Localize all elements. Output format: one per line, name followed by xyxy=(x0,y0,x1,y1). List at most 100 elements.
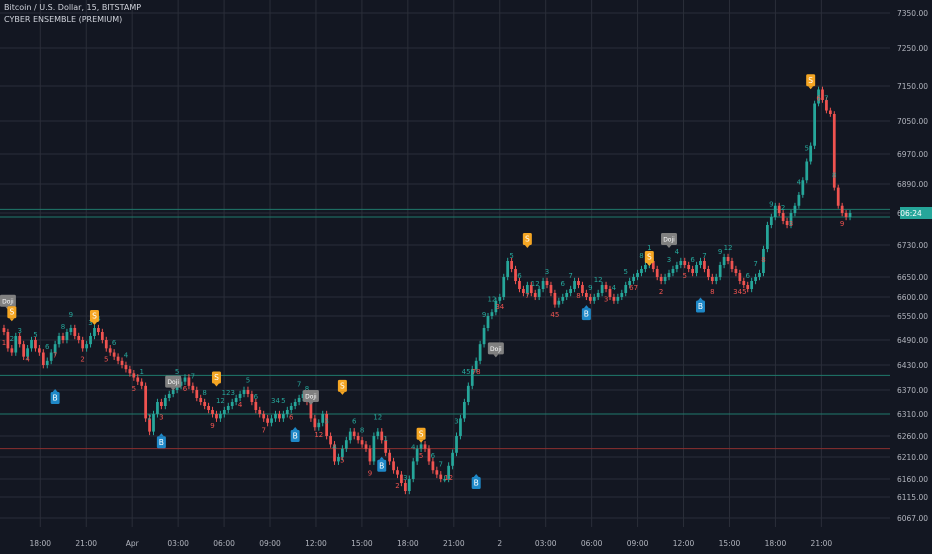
sell-marker[interactable]: S xyxy=(337,379,347,395)
candle xyxy=(144,385,148,419)
candle xyxy=(242,390,246,394)
sell-marker[interactable]: S xyxy=(89,310,99,325)
candle xyxy=(356,436,360,441)
candle xyxy=(459,418,462,436)
candle xyxy=(77,336,81,340)
price-tick-label: 7050.00 xyxy=(897,117,928,126)
count-label: 4 xyxy=(797,179,802,187)
count-label: 4 xyxy=(675,248,680,256)
sell-marker[interactable]: S xyxy=(7,306,17,322)
buy-marker[interactable]: B xyxy=(290,427,300,442)
buy-marker[interactable]: B xyxy=(50,389,60,404)
candles xyxy=(2,86,852,495)
indicator-label[interactable]: CYBER ENSEMBLE (PREMIUM) xyxy=(4,15,123,24)
sell-marker[interactable]: S xyxy=(416,427,426,443)
candle xyxy=(836,187,840,206)
candle xyxy=(270,418,273,423)
sell-marker[interactable]: S xyxy=(806,74,816,90)
doji-marker[interactable]: Doji xyxy=(165,375,182,391)
time-axis[interactable]: 18:00 21:00 Apr 03:00 06:00 09:00 12:00 15:00 18… xyxy=(0,527,890,550)
sell-marker-pointer xyxy=(213,383,219,387)
candle xyxy=(352,431,356,436)
candle xyxy=(136,377,140,382)
buy-marker-box xyxy=(156,436,166,449)
candle xyxy=(522,289,525,293)
candle xyxy=(100,332,104,340)
candle xyxy=(679,261,683,265)
doji-marker-box xyxy=(165,375,182,388)
count-label: 8 xyxy=(761,256,765,264)
candle xyxy=(128,369,132,374)
candle xyxy=(415,448,419,462)
candle xyxy=(34,340,37,349)
candle xyxy=(156,402,159,414)
price-axis[interactable]: 7350.00 7250.00 7150.00 7050.00 6970.00 6890.… xyxy=(890,0,932,550)
buy-marker[interactable]: B xyxy=(156,433,166,449)
buy-marker[interactable]: B xyxy=(695,297,705,313)
count-label: 12 xyxy=(373,413,382,421)
sell-marker[interactable]: S xyxy=(522,233,532,248)
candle xyxy=(451,452,454,466)
doji-marker-pointer xyxy=(666,245,672,248)
candle xyxy=(703,261,706,269)
candle xyxy=(655,269,659,277)
candle xyxy=(104,340,108,349)
time-tick-label: 06:00 xyxy=(213,539,235,548)
buy-marker-pointer xyxy=(158,433,164,437)
doji-marker[interactable]: Doji xyxy=(487,342,504,358)
candle xyxy=(447,465,451,479)
count-label: 8 xyxy=(639,252,643,260)
candle xyxy=(207,406,210,410)
candle xyxy=(443,479,447,481)
doji-marker[interactable]: Doji xyxy=(661,233,678,248)
time-tick-label: 15:00 xyxy=(719,539,741,548)
sell-marker-text: S xyxy=(525,235,530,244)
candle xyxy=(844,213,848,217)
candle xyxy=(730,261,734,269)
candle xyxy=(588,297,592,301)
doji-marker[interactable]: Doji xyxy=(302,390,319,405)
buy-marker-pointer xyxy=(292,427,298,430)
candle xyxy=(26,348,29,357)
sell-marker[interactable]: S xyxy=(211,371,221,387)
sell-marker-pointer xyxy=(339,391,345,395)
price-badge[interactable] xyxy=(900,207,932,219)
candle xyxy=(73,328,77,336)
candle xyxy=(81,340,85,349)
candle xyxy=(710,277,714,281)
count-label: 5 xyxy=(175,368,179,376)
candle xyxy=(671,269,675,273)
sell-marker-text: S xyxy=(9,308,14,317)
candle xyxy=(171,390,175,394)
buy-marker[interactable]: B xyxy=(581,305,591,321)
count-label: 7 xyxy=(568,272,572,280)
sell-marker[interactable]: S xyxy=(644,251,654,266)
sell-marker-box xyxy=(211,371,221,384)
count-label: 5 xyxy=(33,331,37,339)
candle xyxy=(781,213,785,221)
candle xyxy=(506,261,510,277)
candle xyxy=(372,436,376,462)
candle xyxy=(344,440,348,449)
candle xyxy=(777,205,781,213)
buy-marker[interactable]: B xyxy=(471,474,481,489)
candle xyxy=(628,281,632,285)
candle xyxy=(541,281,545,289)
time-tick-label: 03:00 xyxy=(535,539,557,548)
candle xyxy=(455,436,458,453)
sell-marker-box xyxy=(337,379,347,392)
candle xyxy=(828,110,832,114)
count-label: 12 xyxy=(487,296,496,304)
candle xyxy=(718,265,722,277)
candle xyxy=(337,457,340,462)
candle xyxy=(57,336,61,345)
buy-marker[interactable]: B xyxy=(377,456,387,472)
candle xyxy=(463,402,466,419)
buy-marker-pointer xyxy=(379,456,385,460)
candle xyxy=(203,402,207,406)
chart-title: Bitcoin / U.S. Dollar, 15, BITSTAMP xyxy=(4,3,142,12)
price-tick-label: 6370.00 xyxy=(897,386,928,395)
count-label: 3 xyxy=(454,418,458,426)
